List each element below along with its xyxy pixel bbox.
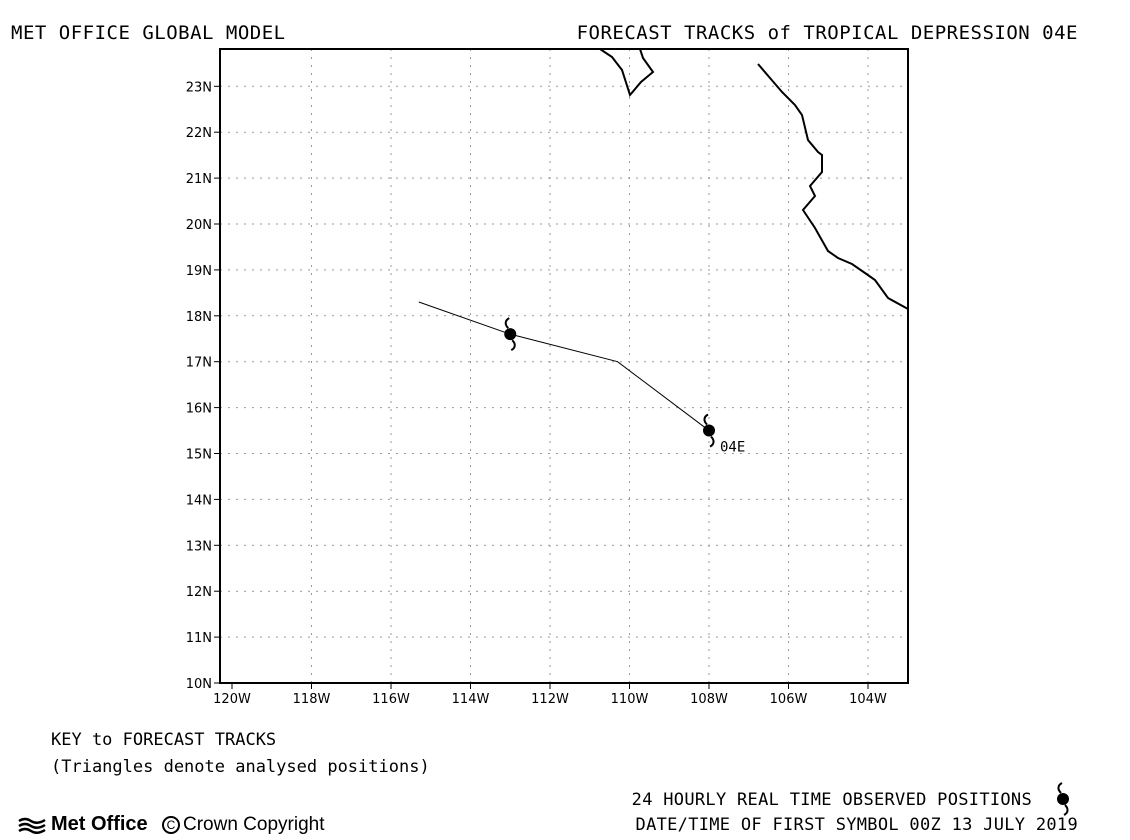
lon-label: 108W xyxy=(690,692,728,707)
observed-position-symbol xyxy=(703,413,715,448)
lon-label: 116W xyxy=(372,692,410,707)
map-frame xyxy=(219,48,909,684)
graticule xyxy=(220,49,908,683)
lon-label: 120W xyxy=(213,692,251,707)
lat-label: 13N xyxy=(186,539,212,554)
mexico-coastline xyxy=(757,63,909,310)
lat-label: 20N xyxy=(186,218,212,233)
lat-label: 15N xyxy=(186,448,212,463)
met-office-logo: Met Office xyxy=(17,813,148,836)
storm-label: 04E xyxy=(720,440,745,456)
coastline xyxy=(599,48,909,310)
copyright: C Crown Copyright xyxy=(162,814,325,836)
copyright-icon: C xyxy=(162,816,180,834)
first-symbol-datetime: DATE/TIME OF FIRST SYMBOL 00Z 13 JULY 20… xyxy=(635,815,1078,835)
lon-label: 104W xyxy=(849,692,887,707)
met-office-waves-icon xyxy=(18,817,46,834)
lat-label: 17N xyxy=(186,356,212,371)
forecast-title: FORECAST TRACKS of TROPICAL DEPRESSION 0… xyxy=(576,22,1078,44)
axis-labels: 120W 118W 116W 114W 112W 110W 108W 106W 104W 10N 1… xyxy=(186,80,887,707)
lon-label: 110W xyxy=(611,692,649,707)
forecast-track-line xyxy=(418,301,710,431)
lat-label: 23N xyxy=(186,80,212,95)
lat-label: 11N xyxy=(186,631,212,646)
key-note: (Triangles denote analysed positions) xyxy=(51,757,430,777)
observed-position-symbol xyxy=(504,317,517,352)
lon-label: 112W xyxy=(531,692,569,707)
lat-label: 18N xyxy=(186,310,212,325)
storm-track: 04E xyxy=(418,301,745,456)
lat-label: 12N xyxy=(186,585,212,600)
copyright-text: Crown Copyright xyxy=(183,814,325,835)
brand-name: Met Office xyxy=(51,813,148,835)
lat-label: 19N xyxy=(186,264,212,279)
key-title: KEY to FORECAST TRACKS xyxy=(51,730,277,750)
lat-label: 22N xyxy=(186,126,212,141)
baja-coastline xyxy=(599,48,655,98)
model-title: MET OFFICE GLOBAL MODEL xyxy=(11,22,286,44)
lat-label: 16N xyxy=(186,402,212,417)
lat-label: 21N xyxy=(186,172,212,187)
hurricane-symbol-icon xyxy=(1057,782,1069,816)
lon-label: 114W xyxy=(452,692,490,707)
lon-label: 118W xyxy=(293,692,331,707)
lon-label: 106W xyxy=(770,692,808,707)
lat-label: 10N xyxy=(186,677,212,692)
lat-label: 14N xyxy=(186,493,212,508)
observed-positions-label: 24 HOURLY REAL TIME OBSERVED POSITIONS xyxy=(631,790,1032,810)
